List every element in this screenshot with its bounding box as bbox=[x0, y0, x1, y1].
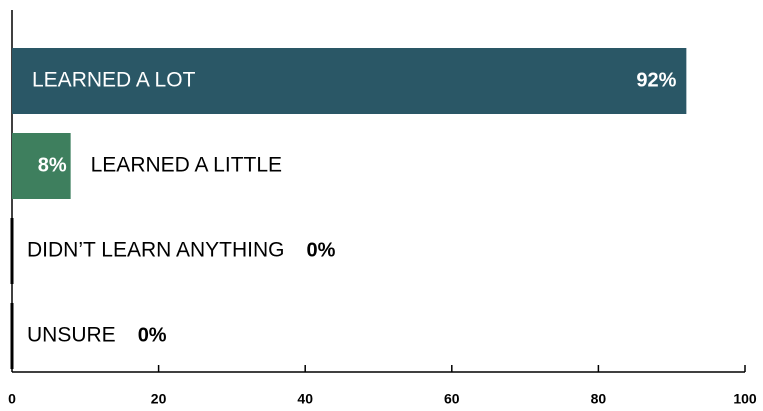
x-tick-label: 100 bbox=[733, 391, 757, 407]
category-label: LEARNED A LITTLE bbox=[91, 154, 282, 177]
value-label: 8% bbox=[38, 154, 67, 176]
category-label: UNSURE bbox=[27, 324, 116, 347]
bar bbox=[12, 133, 71, 199]
value-label: 92% bbox=[636, 69, 676, 91]
x-tick-label: 40 bbox=[297, 391, 313, 407]
x-tick-label: 20 bbox=[151, 391, 167, 407]
bar bbox=[12, 48, 687, 114]
value-label: 0% bbox=[307, 239, 336, 261]
category-label: LEARNED A LOT bbox=[32, 69, 196, 92]
x-tick-label: 80 bbox=[591, 391, 607, 407]
x-tick-label: 60 bbox=[444, 391, 460, 407]
category-label: DIDN’T LEARN ANYTHING bbox=[27, 239, 285, 262]
value-label: 0% bbox=[138, 324, 167, 346]
x-tick-label: 0 bbox=[8, 391, 16, 407]
